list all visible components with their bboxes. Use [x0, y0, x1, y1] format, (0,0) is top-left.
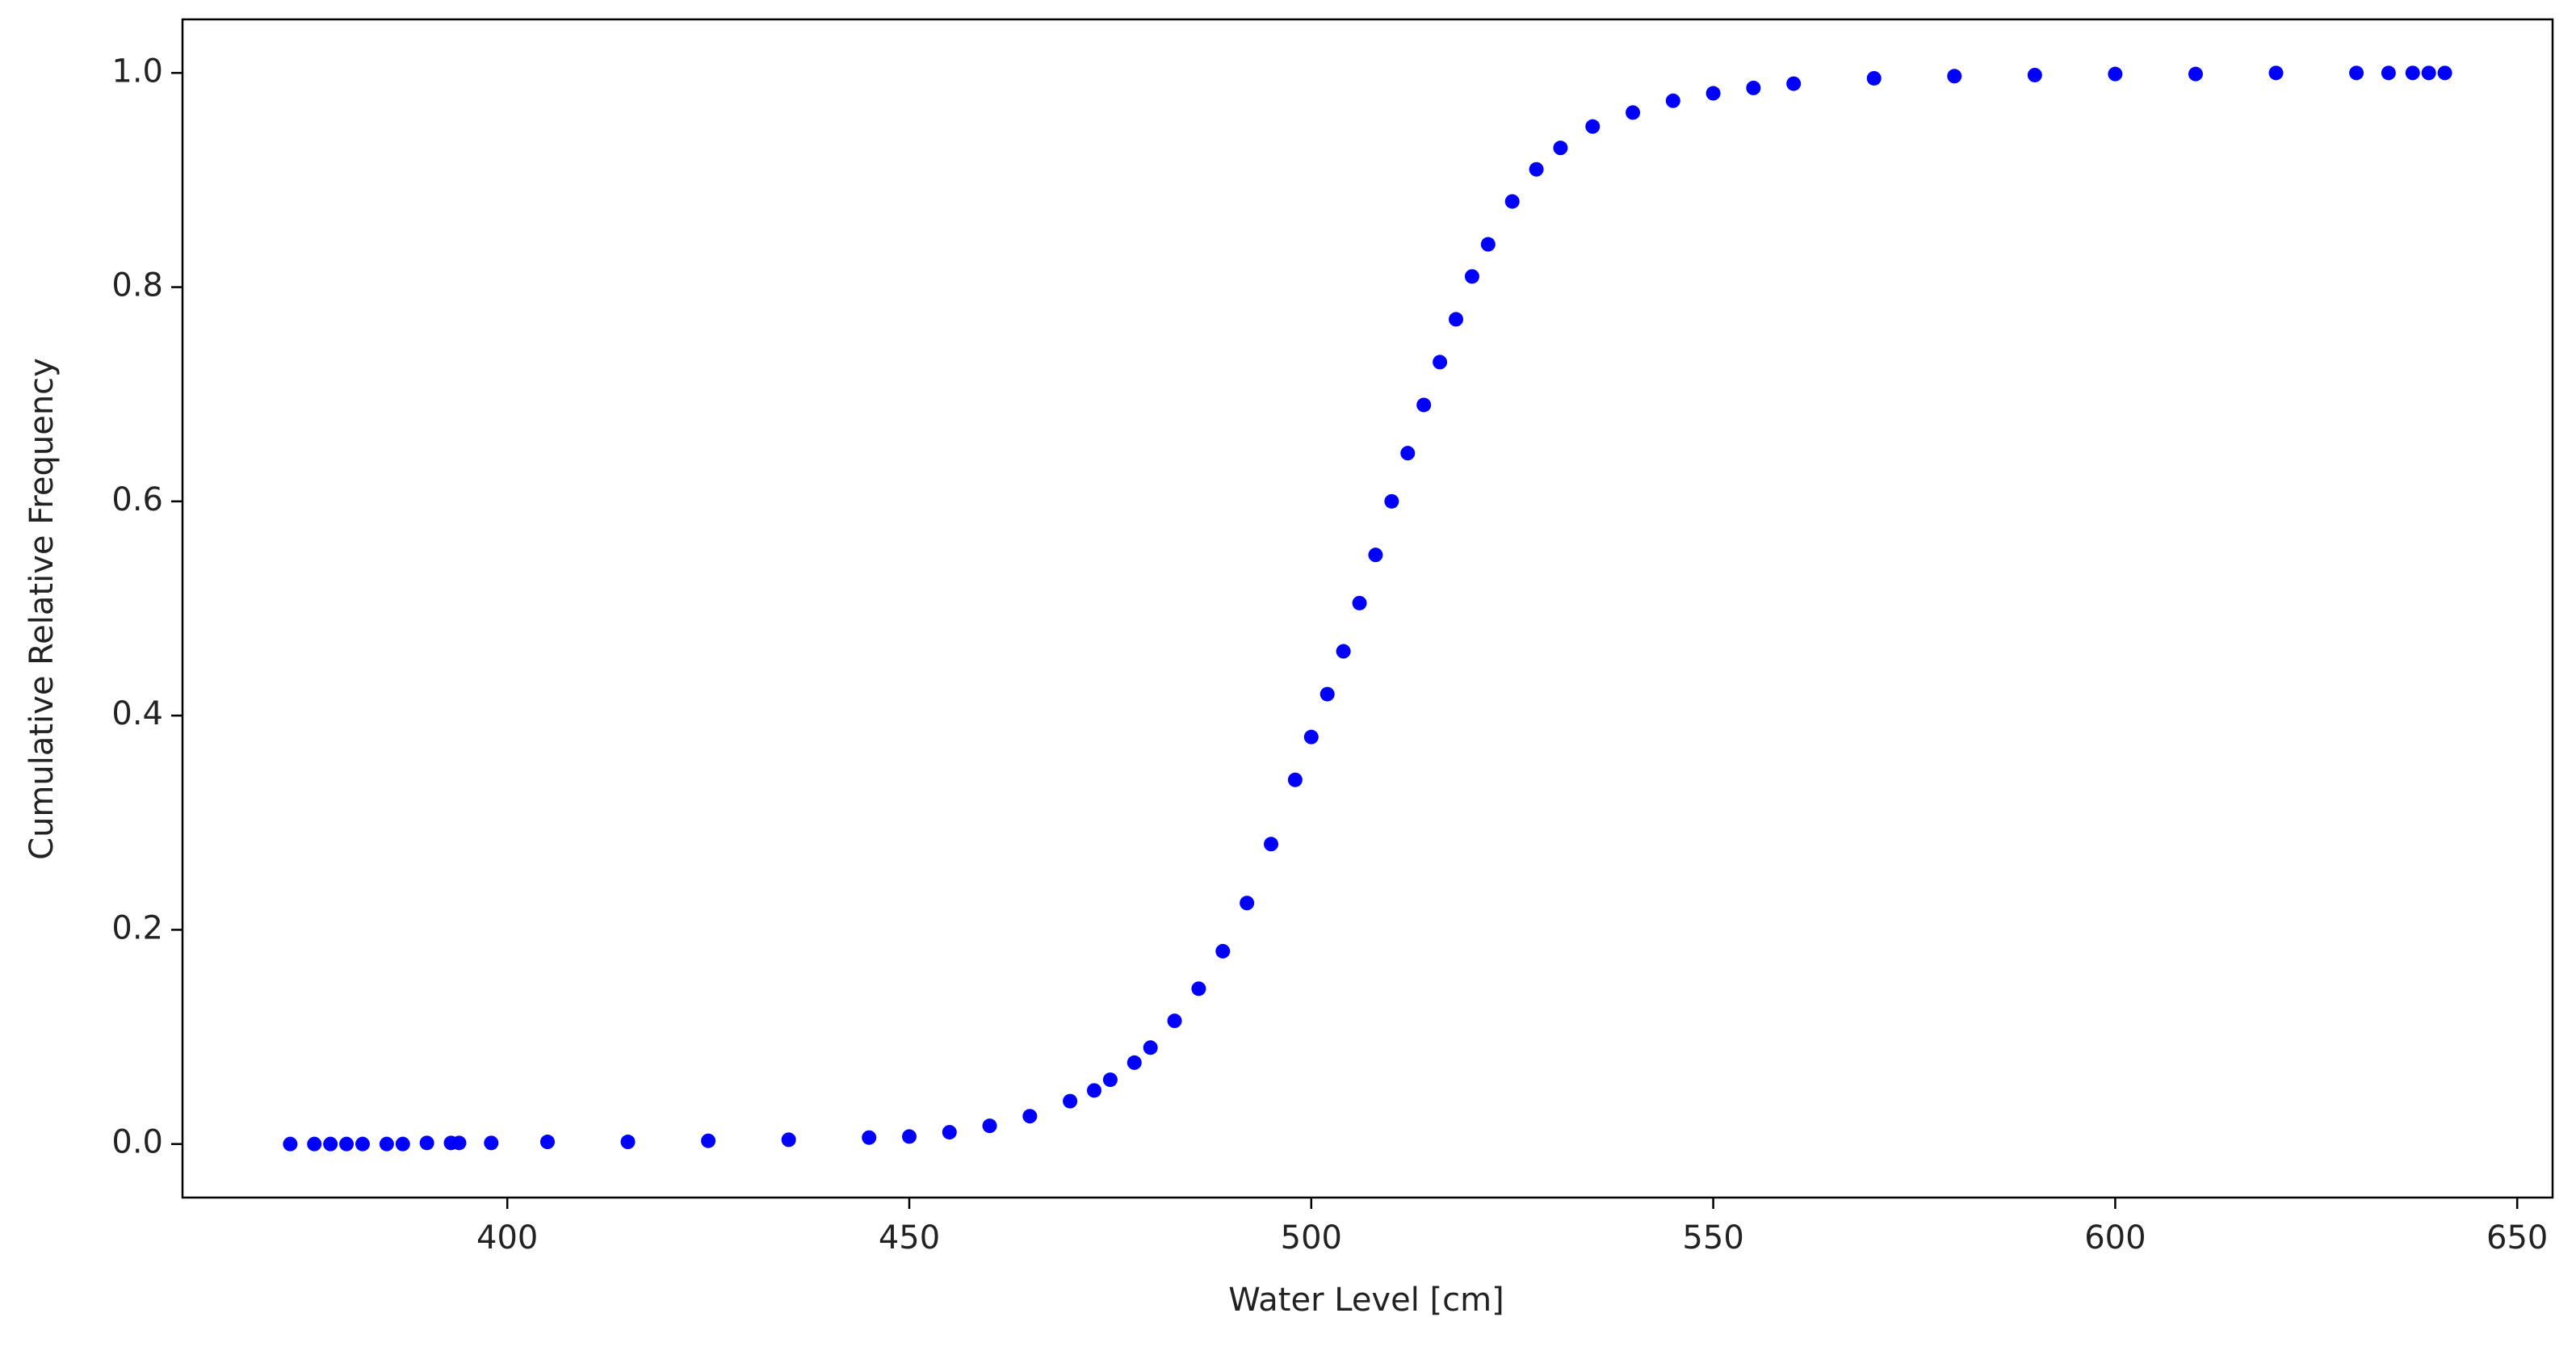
point [2437, 65, 2452, 81]
point [379, 1136, 394, 1152]
point [2188, 66, 2203, 82]
point [1303, 729, 1319, 745]
point [1319, 686, 1335, 702]
x-tick-label: 500 [1281, 1219, 1342, 1257]
point [1585, 119, 1601, 134]
point [701, 1133, 716, 1148]
point [1786, 76, 1802, 91]
point [355, 1136, 371, 1152]
point [1705, 86, 1721, 101]
point [2268, 65, 2284, 81]
point [484, 1135, 499, 1151]
y-tick-label: 0.2 [111, 909, 163, 946]
point [539, 1135, 555, 1150]
y-axis-label: Cumulative Relative Frequency [23, 358, 61, 860]
point [1352, 595, 1367, 610]
point [395, 1136, 410, 1152]
point [451, 1135, 467, 1151]
point [1240, 896, 1255, 911]
point [2405, 65, 2420, 81]
point [1336, 644, 1351, 659]
point [1665, 93, 1680, 108]
x-tick-label: 650 [2486, 1219, 2548, 1257]
point [620, 1135, 636, 1150]
point [1086, 1083, 1101, 1098]
x-tick-label: 450 [879, 1219, 940, 1257]
point [1191, 981, 1206, 996]
point [1368, 548, 1383, 563]
point [862, 1130, 877, 1145]
y-tick-label: 0.0 [111, 1124, 163, 1161]
point [2027, 67, 2042, 82]
x-tick-label: 400 [476, 1219, 538, 1257]
point [1102, 1072, 1118, 1088]
point [1433, 355, 1448, 370]
point [1143, 1040, 1158, 1055]
point [1866, 70, 1882, 86]
point [1167, 1013, 1182, 1029]
point [982, 1118, 997, 1134]
y-tick-label: 0.6 [111, 481, 163, 518]
point [2421, 65, 2436, 81]
point [283, 1136, 298, 1152]
point [1480, 237, 1496, 252]
y-tick-label: 0.4 [111, 695, 163, 732]
point [1126, 1055, 1142, 1070]
point [2108, 66, 2123, 82]
point [1464, 269, 1479, 284]
x-tick-label: 550 [1682, 1219, 1743, 1257]
point [902, 1129, 917, 1144]
y-tick-label: 1.0 [111, 52, 163, 90]
x-tick-label: 600 [2084, 1219, 2146, 1257]
point [1947, 69, 1962, 84]
point [1626, 105, 1641, 120]
x-axis-label: Water Level [cm] [1228, 1282, 1504, 1319]
point [1287, 772, 1303, 787]
point [1384, 493, 1399, 509]
point [1504, 194, 1520, 209]
point [419, 1135, 434, 1151]
point [339, 1136, 355, 1152]
point [1264, 837, 1279, 852]
point [1553, 141, 1568, 156]
point [1529, 162, 1544, 177]
point [1063, 1093, 1078, 1109]
point [1746, 80, 1761, 95]
y-tick-label: 0.8 [111, 267, 163, 304]
point [2349, 65, 2364, 81]
point [781, 1132, 796, 1148]
point [307, 1136, 322, 1152]
point [1416, 397, 1432, 413]
point [1400, 446, 1416, 461]
point [2381, 65, 2396, 81]
plot-frame [181, 18, 2554, 1199]
point [942, 1125, 957, 1140]
point [323, 1136, 338, 1152]
point [1449, 312, 1464, 327]
point [1215, 943, 1231, 959]
point [1022, 1109, 1038, 1124]
